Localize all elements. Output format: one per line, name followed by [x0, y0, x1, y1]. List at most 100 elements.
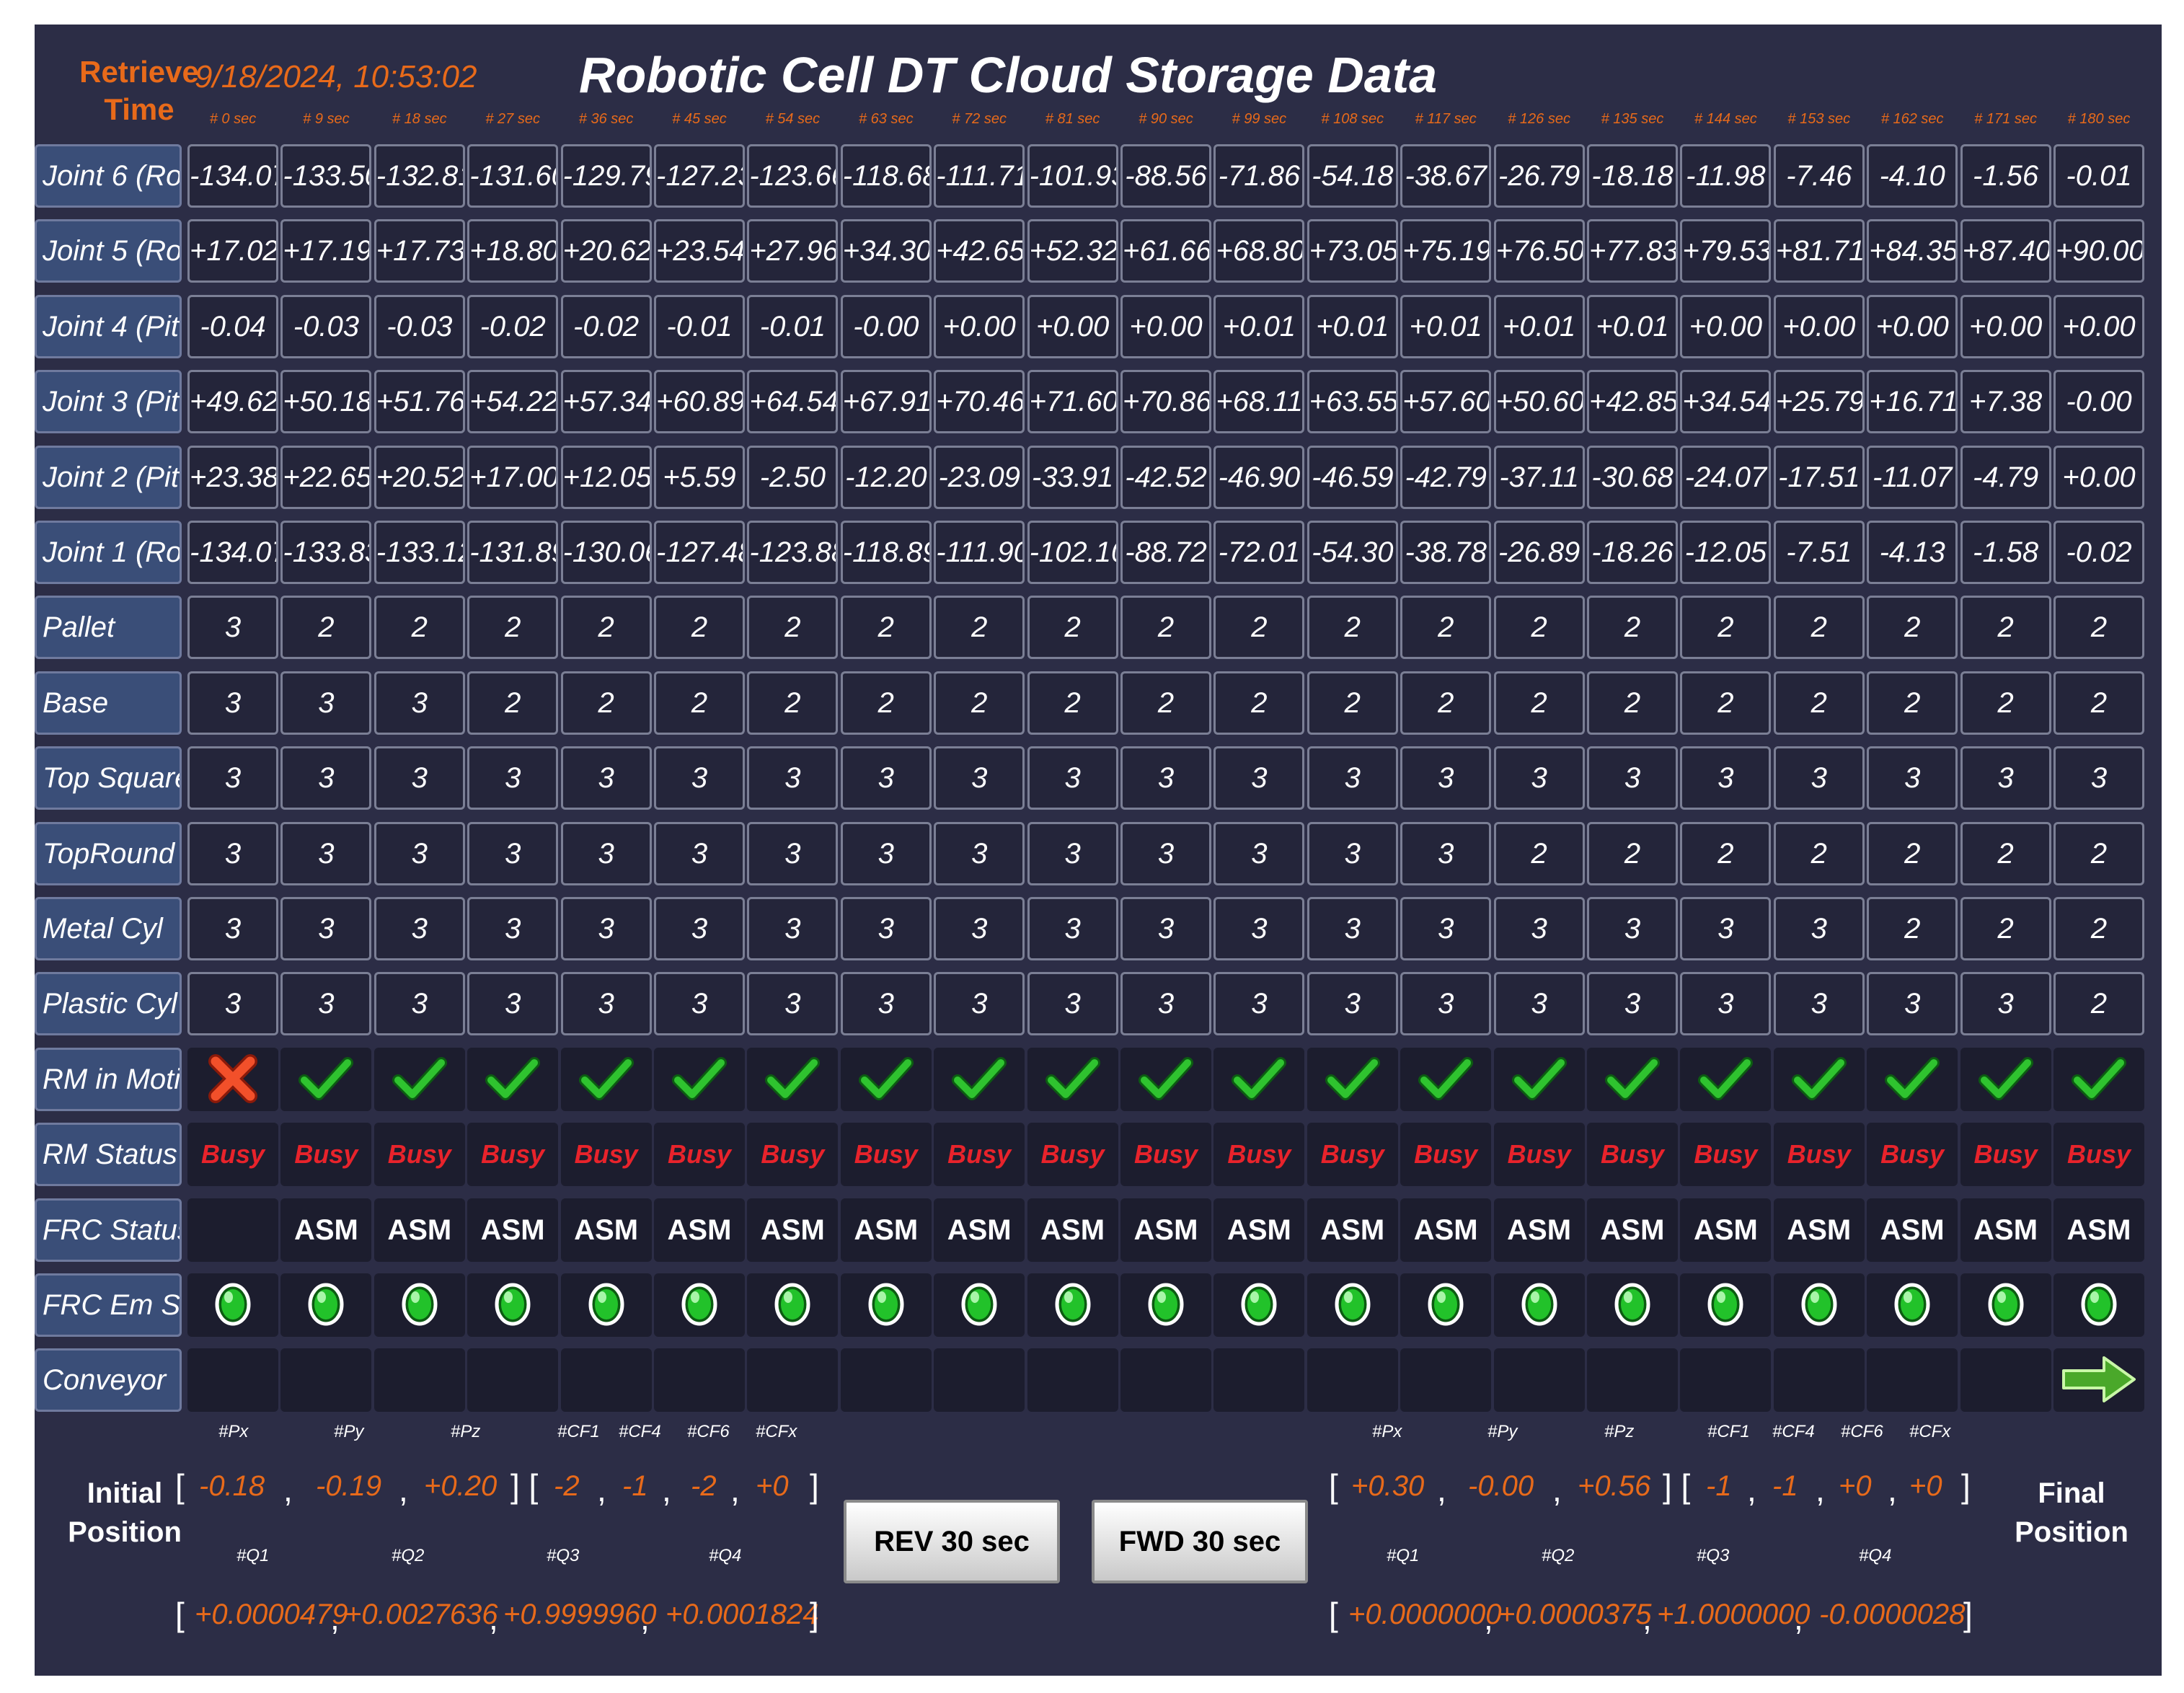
final-py-header: #Py [1487, 1422, 1518, 1441]
check-icon [283, 1050, 369, 1108]
frc-status-value: ASM [1400, 1198, 1492, 1262]
rm-status-value: Busy [934, 1123, 1025, 1187]
final-cfx-value: +0 [1909, 1470, 1942, 1502]
initial-cf6-header: #CF6 [687, 1422, 730, 1441]
joint-3-pitch-value: +60.89 [654, 370, 745, 434]
frc-status-value: ASM [934, 1198, 1025, 1262]
initial-q1-value: +0.0000479 [195, 1599, 348, 1630]
topround-value: 3 [467, 821, 559, 885]
frc-em-stop-cell [1867, 1273, 1958, 1337]
joint-6-roll-value: -118.68 [840, 144, 932, 208]
rm-in-motion-cell [840, 1047, 932, 1111]
joint-2-pitch-value: -17.51 [1773, 445, 1865, 509]
top-square-value: 3 [1027, 746, 1118, 810]
frc-em-stop-cell [1400, 1273, 1492, 1337]
metal-cyl-value: 3 [1027, 897, 1118, 960]
rev-30-sec-button[interactable]: REV 30 sec [844, 1500, 1060, 1583]
conveyor-cell [1773, 1348, 1865, 1413]
joint-2-pitch-value: +23.38 [187, 445, 278, 509]
frc-em-stop-cell [747, 1273, 839, 1337]
final-position-label: Final Position [2015, 1477, 2128, 1548]
joint-6-roll-value: -1.56 [1960, 144, 2051, 208]
joint-4-pitch-value: +0.01 [1493, 294, 1585, 358]
joint-2-pitch-value: -46.90 [1213, 445, 1305, 509]
joint-1-roll-value: -4.13 [1867, 521, 1958, 584]
frc-status-value: ASM [1587, 1198, 1678, 1262]
final-q2-value: +0.0000375 [1498, 1599, 1652, 1630]
separator: , [283, 1471, 293, 1508]
base-value: 2 [1960, 671, 2051, 735]
pallet-value: 2 [2053, 596, 2144, 660]
green-led-icon [1030, 1276, 1116, 1333]
green-led-icon [1496, 1276, 1583, 1333]
frc-status-value [187, 1198, 278, 1262]
joint-1-roll-value: -111.90 [934, 521, 1025, 584]
bracket: [ [175, 1467, 185, 1505]
topround-value: 2 [1773, 821, 1865, 885]
plastic-cyl-value: 3 [1493, 972, 1585, 1036]
final-cf6-value: +0 [1839, 1470, 1872, 1502]
metal-cyl-value: 3 [1493, 897, 1585, 960]
time-label: # 72 sec [952, 111, 1007, 127]
separator: , [330, 1599, 340, 1637]
plastic-cyl-value: 3 [1587, 972, 1678, 1036]
top-square-value: 3 [1867, 746, 1958, 810]
topround-value: 2 [1587, 821, 1678, 885]
green-led-icon [1869, 1276, 1955, 1333]
rm-in-motion-cell [187, 1047, 278, 1111]
metal-cyl-value: 3 [1213, 897, 1305, 960]
cross-icon [190, 1050, 276, 1108]
top-square-value: 3 [1213, 746, 1305, 810]
joint-6-roll-value: -111.71 [934, 144, 1025, 208]
rm-status-value: Busy [1493, 1123, 1585, 1187]
joint-5-roll-value: +81.71 [1773, 219, 1865, 283]
rm-in-motion-cell [1960, 1047, 2051, 1111]
top-square-value: 3 [467, 746, 559, 810]
initial-cf6-value: -2 [691, 1470, 717, 1502]
check-icon [563, 1050, 650, 1108]
joint-6-roll-value: -71.86 [1213, 144, 1305, 208]
joint-6-roll-value: -88.56 [1120, 144, 1211, 208]
plastic-cyl-value: 3 [1027, 972, 1118, 1036]
top-square-value: 3 [840, 746, 932, 810]
final-cfx-header: #CFx [1909, 1422, 1951, 1441]
joint-2-pitch-value: -24.07 [1680, 445, 1772, 509]
joint-6-roll-value: -134.07 [187, 144, 278, 208]
green-led-icon [283, 1276, 369, 1333]
joint-3-pitch-value: +54.22 [467, 370, 559, 434]
final-q3-header: #Q3 [1697, 1546, 1730, 1565]
pallet-value: 2 [1493, 596, 1585, 660]
time-label: # 144 sec [1694, 111, 1757, 127]
frc-status-value: ASM [747, 1198, 839, 1262]
conveyor-cell [1587, 1348, 1678, 1413]
top-square-value: 3 [1493, 746, 1585, 810]
metal-cyl-value: 3 [187, 897, 278, 960]
joint-4-pitch-value: +0.00 [1867, 294, 1958, 358]
pallet-value: 2 [654, 596, 745, 660]
time-label: # 63 sec [858, 111, 914, 127]
row-label-base: Base [35, 671, 182, 735]
final-pz-header: #Pz [1604, 1422, 1635, 1441]
conveyor-cell [1867, 1348, 1958, 1413]
frc-em-stop-cell [373, 1273, 465, 1337]
frc-status-value: ASM [1960, 1198, 2051, 1262]
top-square-value: 3 [1587, 746, 1678, 810]
joint-5-roll-value: +73.05 [1307, 219, 1398, 283]
joint-6-roll-value: -18.18 [1587, 144, 1678, 208]
joint-4-pitch-value: -0.01 [747, 294, 839, 358]
final-px-header: #Px [1372, 1422, 1402, 1441]
topround-value: 3 [560, 821, 652, 885]
time-label: # 36 sec [578, 111, 634, 127]
fwd-30-sec-button[interactable]: FWD 30 sec [1092, 1500, 1308, 1583]
row-label-pallet: Pallet [35, 596, 182, 660]
joint-2-pitch-value: +5.59 [654, 445, 745, 509]
joint-4-pitch-value: +0.00 [1960, 294, 2051, 358]
base-value: 2 [467, 671, 559, 735]
frc-status-value: ASM [467, 1198, 559, 1262]
joint-3-pitch-value: -0.00 [2053, 370, 2144, 434]
metal-cyl-value: 2 [2053, 897, 2144, 960]
joint-2-pitch-value: -12.20 [840, 445, 932, 509]
frc-em-stop-cell [187, 1273, 278, 1337]
conveyor-cell [187, 1348, 278, 1413]
rm-status-value: Busy [1400, 1123, 1492, 1187]
